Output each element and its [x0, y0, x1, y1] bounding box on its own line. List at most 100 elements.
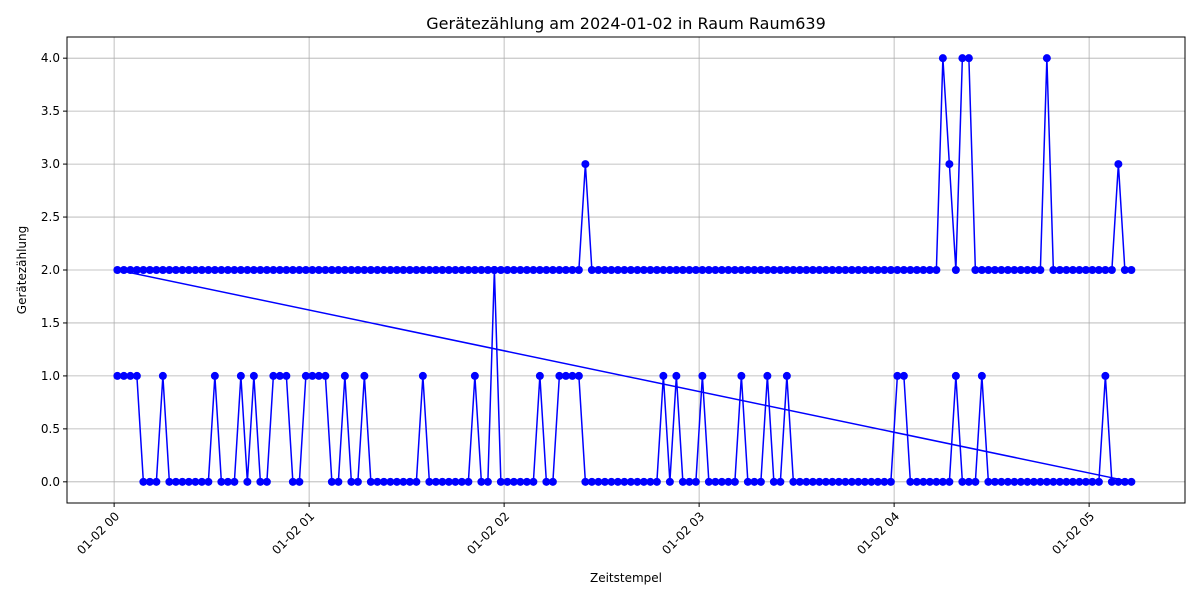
- data-point: [1094, 477, 1103, 486]
- data-point: [464, 477, 473, 486]
- data-point: [685, 477, 694, 486]
- data-point: [295, 266, 304, 274]
- data-point: [197, 266, 206, 274]
- data-point: [847, 477, 856, 486]
- data-point: [984, 477, 993, 486]
- y-tick-label: 3.0: [41, 157, 60, 171]
- data-point: [880, 477, 889, 486]
- data-point: [691, 266, 700, 274]
- data-point: [808, 266, 817, 274]
- data-point: [1023, 266, 1032, 274]
- data-point: [665, 477, 674, 486]
- data-point: [1029, 266, 1038, 274]
- data-point: [659, 266, 668, 274]
- data-point: [587, 477, 596, 486]
- data-point: [971, 477, 980, 486]
- data-point: [600, 477, 609, 486]
- data-point: [542, 477, 551, 486]
- data-point: [392, 477, 401, 486]
- y-tick-label: 4.0: [41, 51, 60, 65]
- data-point: [633, 266, 642, 274]
- data-point: [860, 266, 869, 274]
- data-point: [184, 477, 193, 486]
- data-point: [509, 266, 518, 274]
- data-point: [451, 266, 460, 274]
- y-axis-label: Gerätezählung: [15, 226, 29, 314]
- data-point: [938, 477, 947, 486]
- data-point: [964, 477, 973, 486]
- data-point: [997, 266, 1006, 274]
- data-point: [457, 266, 466, 274]
- data-point: [308, 371, 317, 380]
- data-point: [782, 266, 791, 274]
- data-point: [568, 371, 577, 380]
- data-point: [262, 266, 271, 274]
- data-point: [249, 371, 258, 380]
- data-point: [236, 266, 245, 274]
- data-point: [698, 371, 707, 380]
- data-point: [880, 266, 889, 274]
- data-point: [613, 266, 622, 274]
- data-point: [724, 266, 733, 274]
- data-point: [360, 371, 369, 380]
- data-point: [815, 477, 824, 486]
- data-point: [204, 477, 213, 486]
- y-tick-label: 2.0: [41, 263, 60, 277]
- data-point: [503, 266, 512, 274]
- data-point: [165, 266, 174, 274]
- data-point: [230, 477, 239, 486]
- data-point: [516, 266, 525, 274]
- data-point: [672, 371, 681, 380]
- data-point: [119, 371, 128, 380]
- data-point: [386, 477, 395, 486]
- data-point: [1016, 266, 1025, 274]
- data-point: [847, 266, 856, 274]
- data-point: [672, 266, 681, 274]
- data-point: [626, 477, 635, 486]
- data-point: [126, 266, 135, 274]
- data-point: [152, 266, 161, 274]
- data-point: [217, 477, 226, 486]
- data-point: [1127, 266, 1136, 274]
- data-point: [1101, 371, 1110, 380]
- data-point: [522, 477, 531, 486]
- data-point: [873, 266, 882, 274]
- data-point: [178, 477, 187, 486]
- data-point: [919, 266, 928, 274]
- data-point: [386, 266, 395, 274]
- data-point: [353, 477, 362, 486]
- data-point: [113, 371, 122, 380]
- data-point: [145, 477, 154, 486]
- data-point: [438, 266, 447, 274]
- series-connector: [117, 269, 1132, 483]
- data-point: [704, 266, 713, 274]
- data-point: [854, 266, 863, 274]
- data-point: [529, 477, 538, 486]
- data-point: [1016, 477, 1025, 486]
- data-point: [548, 477, 557, 486]
- data-point: [639, 266, 648, 274]
- data-point: [444, 266, 453, 274]
- data-point: [899, 266, 908, 274]
- data-point: [678, 266, 687, 274]
- data-point: [334, 266, 343, 274]
- data-point: [477, 477, 486, 486]
- data-point: [1107, 266, 1116, 274]
- data-point: [230, 266, 239, 274]
- data-point: [1075, 477, 1084, 486]
- data-point: [275, 371, 284, 380]
- data-point: [1068, 266, 1077, 274]
- data-point: [470, 266, 479, 274]
- data-point: [776, 266, 785, 274]
- data-point: [1010, 266, 1019, 274]
- data-point: [457, 477, 466, 486]
- data-point: [594, 266, 603, 274]
- data-point: [392, 266, 401, 274]
- data-point: [1127, 477, 1136, 486]
- data-point: [210, 266, 219, 274]
- data-point: [769, 477, 778, 486]
- data-point: [327, 477, 336, 486]
- data-point: [269, 266, 278, 274]
- data-point: [639, 477, 648, 486]
- data-point: [958, 54, 967, 63]
